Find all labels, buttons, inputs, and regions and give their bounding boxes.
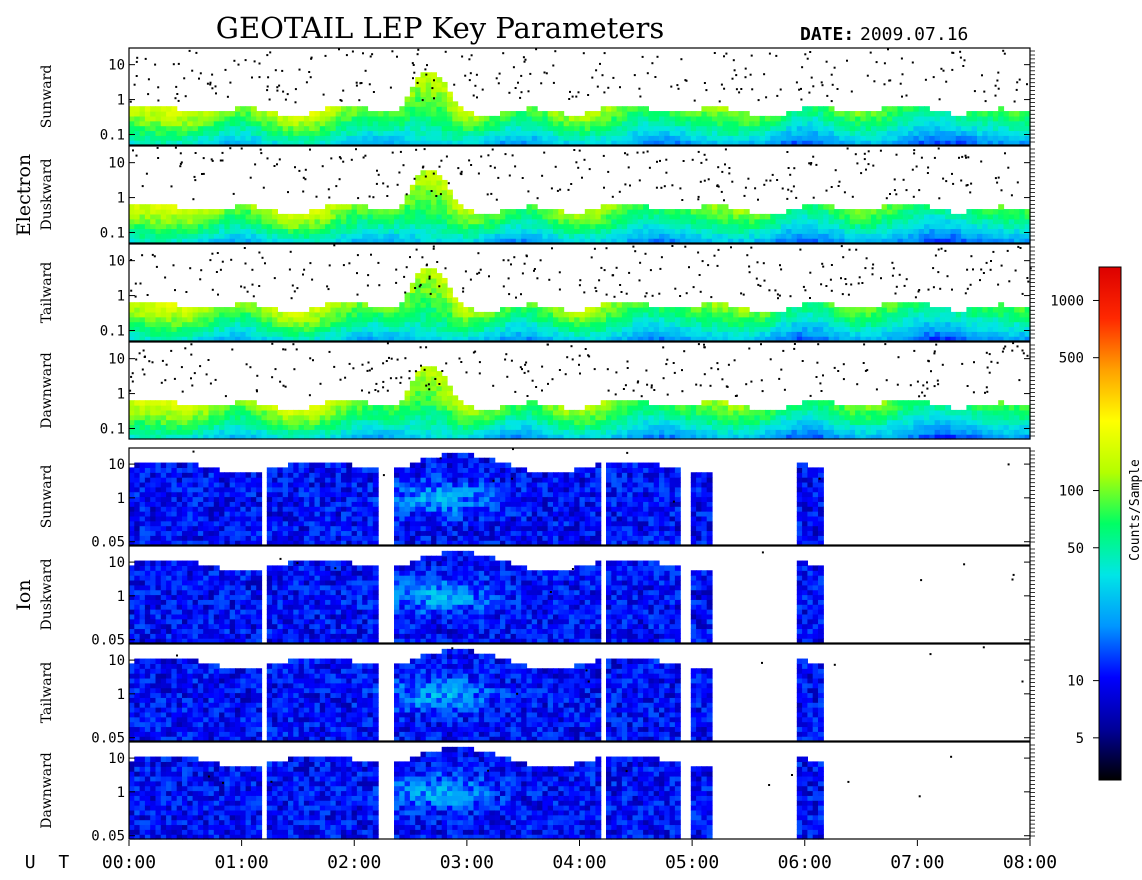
panel-frame xyxy=(128,447,1031,546)
spectrogram-cells xyxy=(129,746,824,840)
y-tick-label: 1 xyxy=(117,93,125,109)
y-tick-label: 1 xyxy=(117,191,125,207)
panel-ion-dawnward: 10 1 0.05 Dawnward xyxy=(39,741,1035,845)
panel-frame xyxy=(128,545,1031,644)
panel-frame xyxy=(128,643,1031,742)
panel-electron-dawnward: 10 1 0.1 Dawnward xyxy=(39,341,1035,440)
x-tick-label: 06:00 xyxy=(778,852,832,873)
x-tick-label: 08:00 xyxy=(1003,852,1057,873)
direction-label: Dawnward xyxy=(39,352,55,429)
y-tick-label: 10 xyxy=(108,751,125,767)
colorbar-tick-label: 500 xyxy=(1059,351,1084,367)
panel-frame xyxy=(128,47,1031,146)
panel-electron-duskward: 10 1 0.1 Duskward xyxy=(39,145,1035,244)
spectrogram-cells xyxy=(129,366,1031,440)
x-tick-label: 01:00 xyxy=(215,852,269,873)
colorbar-tick-label: 5 xyxy=(1076,731,1084,747)
figure-title: GEOTAIL LEP Key Parameters xyxy=(216,11,664,45)
y-tick-label: 10 xyxy=(108,254,125,270)
noise-dots xyxy=(192,448,1010,503)
panel-ion-tailward: 10 1 0.05 Tailward xyxy=(39,643,1035,747)
direction-label: Sunward xyxy=(39,465,55,529)
noise-dots xyxy=(129,48,1028,104)
noise-dots xyxy=(279,551,1015,593)
noise-dots xyxy=(132,146,1019,202)
species-label-electron: Electron xyxy=(13,154,35,236)
spectrogram-cells xyxy=(129,452,824,546)
colorbar-tick-label: 10 xyxy=(1067,674,1084,690)
y-tick-label: 1 xyxy=(117,289,125,305)
direction-label: Sunward xyxy=(39,65,55,129)
colorbar-gradient xyxy=(1098,266,1122,781)
date-value: 2009.07.16 xyxy=(860,24,968,45)
x-tick-label: 05:00 xyxy=(665,852,719,873)
x-tick-label: 02:00 xyxy=(327,852,381,873)
panel-frame xyxy=(128,341,1031,440)
direction-label: Dawnward xyxy=(39,752,55,829)
y-tick-label: 0.1 xyxy=(100,225,125,241)
x-tick-label: 00:00 xyxy=(102,852,156,873)
panel-electron-tailward: 10 1 0.1 Tailward xyxy=(39,243,1035,342)
panel-electron-sunward: 10 1 0.1 Sunward xyxy=(39,47,1035,146)
colorbar-tick-label: 100 xyxy=(1059,484,1084,500)
y-tick-label: 10 xyxy=(108,653,125,669)
y-tick-label: 1 xyxy=(117,589,125,605)
x-axis-label: U T xyxy=(25,852,76,873)
y-tick-label: 0.1 xyxy=(100,127,125,143)
y-tick-label: 0.05 xyxy=(91,535,125,551)
panel-ion-sunward: 10 1 0.05 Sunward xyxy=(39,447,1035,551)
date-label: DATE: xyxy=(800,24,854,45)
direction-label: Duskward xyxy=(39,559,55,631)
y-tick-label: 0.1 xyxy=(100,323,125,339)
species-label-ion: Ion xyxy=(13,579,35,610)
colorbar-label: Counts/Sample xyxy=(1128,459,1142,561)
panel-frame xyxy=(128,741,1031,840)
x-tick-label: 04:00 xyxy=(552,852,606,873)
y-tick-label: 1 xyxy=(117,687,125,703)
x-tick-label: 03:00 xyxy=(440,852,494,873)
direction-label: Tailward xyxy=(39,662,55,724)
spectrogram-cells xyxy=(129,550,824,644)
colorbar: Counts/Sample 1000 500 100 50 10 5 xyxy=(1050,266,1142,781)
y-tick-label: 0.05 xyxy=(91,633,125,649)
panel-frame xyxy=(128,243,1031,342)
y-tick-label: 10 xyxy=(108,457,125,473)
y-tick-label: 0.1 xyxy=(100,421,125,437)
y-tick-label: 0.05 xyxy=(91,731,125,747)
colorbar-tick-label: 1000 xyxy=(1050,293,1084,309)
noise-dots xyxy=(176,646,1024,695)
direction-label: Tailward xyxy=(39,262,55,324)
noise-dots xyxy=(207,755,953,798)
colorbar-tick-label: 50 xyxy=(1067,541,1084,557)
noise-dots xyxy=(130,244,1032,300)
species-labels: Electron Ion xyxy=(13,154,35,611)
time-axis: U T 00:00 01:00 02:00 03:00 04:00 05:00 06:00 07… xyxy=(25,840,1057,873)
y-tick-label: 10 xyxy=(108,352,125,368)
y-tick-label: 0.05 xyxy=(91,829,125,845)
panel-ion-duskward: 10 1 0.05 Duskward xyxy=(39,545,1035,649)
y-tick-label: 10 xyxy=(108,555,125,571)
y-tick-label: 1 xyxy=(117,785,125,801)
y-tick-label: 1 xyxy=(117,387,125,403)
spectrogram-cells xyxy=(129,648,824,742)
y-tick-label: 10 xyxy=(108,156,125,172)
x-tick-label: 07:00 xyxy=(890,852,944,873)
panel-frame xyxy=(128,145,1031,244)
spectrogram-cells xyxy=(129,170,1031,244)
noise-dots xyxy=(129,342,1029,398)
spectrogram-cells xyxy=(129,268,1031,342)
spectrogram-panels: 10 1 0.1 Sunward 10 1 0.1 Duskward 10 1 0.1 Tailwar… xyxy=(39,47,1035,845)
y-tick-label: 10 xyxy=(108,58,125,74)
spectrogram-cells xyxy=(129,72,1031,146)
y-tick-label: 1 xyxy=(117,491,125,507)
direction-label: Duskward xyxy=(39,159,55,231)
